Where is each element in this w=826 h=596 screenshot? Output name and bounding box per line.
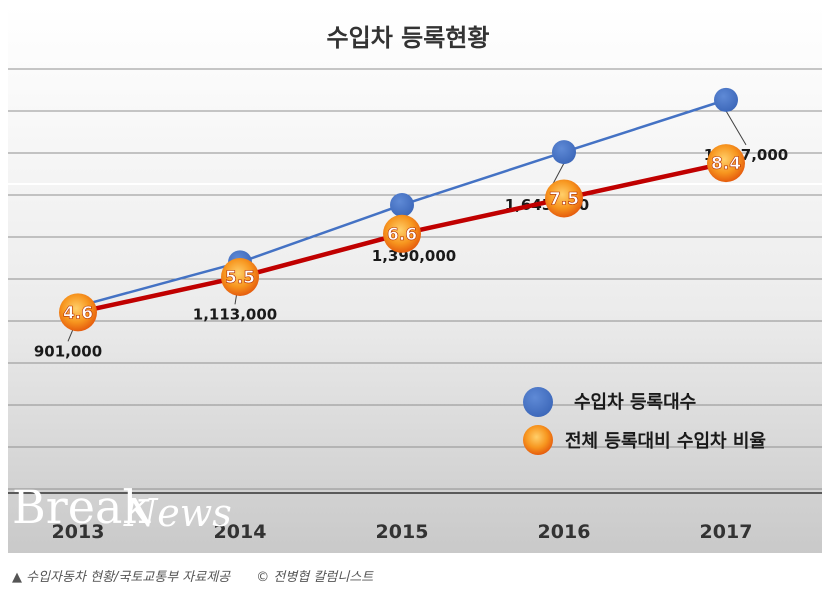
data-point-import-ratio — [707, 144, 745, 183]
photo-caption: ▲ 수입자동차 현황/국토교통부 자료제공 © 전병협 칼럼니스트 — [12, 566, 373, 585]
chart-title: 수입차 등록현황 — [327, 24, 490, 52]
caption-triangle-icon: ▲ — [12, 570, 22, 585]
caption-source: 수입자동차 현황/국토교통부 자료제공 — [26, 570, 231, 585]
watermark-news: News — [123, 491, 232, 535]
data-label-import-ratio: 8.4 — [711, 154, 741, 174]
watermark: Break News — [12, 480, 232, 535]
x-tick-label: 2013 — [52, 521, 105, 543]
data-label-import-cars: 1,113,000 — [193, 305, 277, 323]
x-tick-label: 2014 — [214, 521, 267, 543]
legend-label-import-cars: 수입차 등록대수 — [574, 391, 696, 413]
x-tick-label: 2015 — [376, 521, 429, 543]
data-label-import-ratio: 7.5 — [549, 189, 579, 209]
data-label-import-cars: 901,000 — [34, 342, 102, 360]
gridlines — [8, 68, 822, 494]
data-point-import-ratio — [221, 257, 259, 296]
data-label-import-ratio: 5.5 — [225, 268, 255, 288]
chart-area: 수입차 등록현황 901,0001,113,0001,390,0001,645,… — [8, 6, 822, 553]
data-point-import-ratio — [383, 214, 421, 253]
legend-marker-import-ratio — [523, 425, 553, 455]
data-label-import-ratio: 4.6 — [63, 303, 93, 323]
data-label-leader — [725, 110, 747, 146]
data-label-import-ratio: 6.6 — [387, 225, 417, 245]
series-import-ratio: 4.6 5.5 6.6 7.5 8.4 — [59, 144, 745, 332]
x-tick-label: 2017 — [700, 521, 753, 543]
legend: 수입차 등록대수 전체 등록대비 수입차 비율 — [523, 387, 766, 455]
data-point-import-ratio — [59, 293, 97, 332]
x-axis-ticks: 2013 2014 2015 2016 2017 — [52, 521, 753, 543]
line-chart: 수입차 등록현황 901,0001,113,0001,390,0001,645,… — [8, 6, 822, 553]
legend-label-import-ratio: 전체 등록대비 수입차 비율 — [565, 430, 766, 452]
data-label-import-cars: 1,390,000 — [372, 247, 456, 265]
data-point-import-ratio — [545, 179, 583, 218]
x-tick-label: 2016 — [538, 521, 591, 543]
legend-marker-import-cars — [523, 387, 553, 417]
caption-credit: © 전병협 칼럼니스트 — [256, 570, 374, 585]
data-point-import-cars — [390, 192, 414, 217]
data-point-import-cars — [552, 140, 576, 165]
watermark-break: Break — [12, 480, 151, 534]
data-point-import-cars — [714, 87, 738, 112]
